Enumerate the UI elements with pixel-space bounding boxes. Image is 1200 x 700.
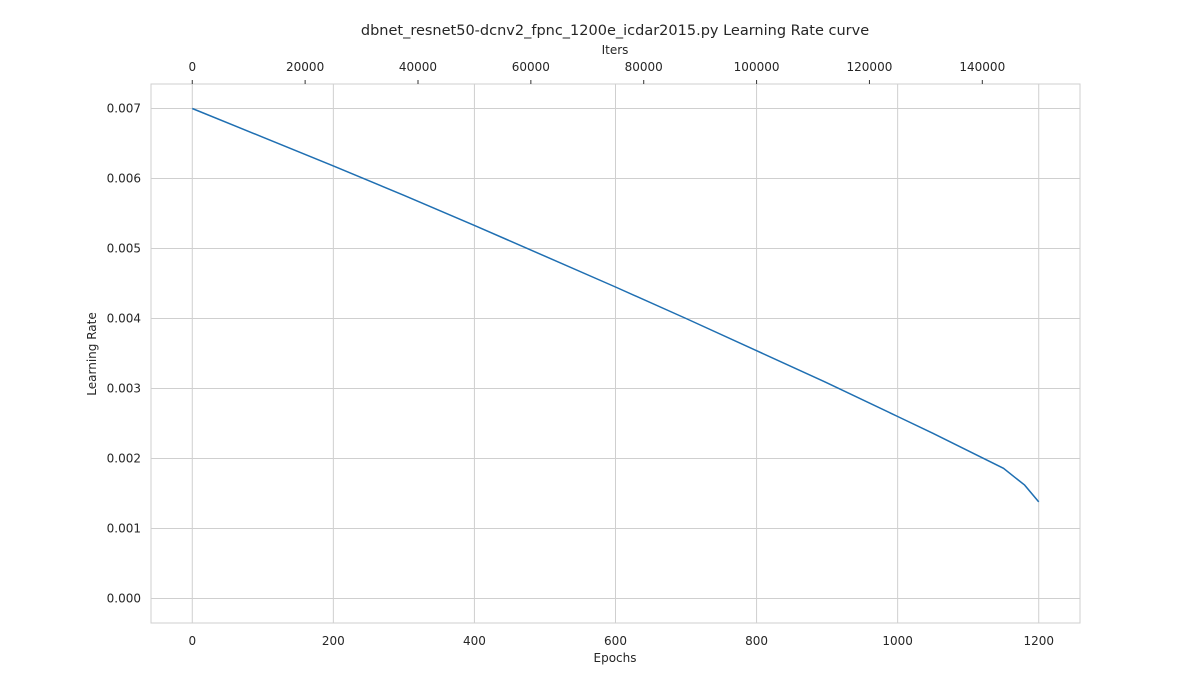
x-tick-label: 0 (188, 634, 196, 648)
x-tick-label: 600 (604, 634, 627, 648)
y-tick-label: 0.005 (107, 242, 141, 256)
chart-title: dbnet_resnet50-dcnv2_fpnc_1200e_icdar201… (361, 23, 869, 39)
axis-ticks: 0 200 400 600 800 1000 1200 0 20000 40000 60000 800… (107, 60, 1054, 648)
top-x-tick-label: 40000 (399, 60, 437, 74)
top-x-tick-label: 0 (188, 60, 196, 74)
x-tick-label: 200 (322, 634, 345, 648)
top-x-axis-label: Iters (602, 43, 629, 57)
lr-curve-line (191, 107, 1040, 503)
top-x-tick-label: 20000 (286, 60, 324, 74)
x-tick-label: 800 (745, 634, 768, 648)
top-x-tick-label: 60000 (512, 60, 550, 74)
grid-lines (151, 84, 1080, 623)
top-x-tick-label: 140000 (959, 60, 1005, 74)
x-axis-label: Epochs (594, 651, 637, 665)
y-tick-label: 0.007 (107, 102, 141, 116)
y-tick-label: 0.003 (107, 382, 141, 396)
y-tick-label: 0.004 (107, 312, 141, 326)
x-tick-label: 1000 (882, 634, 913, 648)
y-tick-label: 0.001 (107, 522, 141, 536)
plot-frame (150, 83, 1081, 624)
x-tick-label: 1200 (1023, 634, 1054, 648)
y-axis-label: Learning Rate (85, 312, 99, 395)
y-tick-label: 0.002 (107, 452, 141, 466)
top-x-tick-label: 120000 (847, 60, 893, 74)
y-tick-label: 0.006 (107, 172, 141, 186)
series-layer (191, 107, 1040, 503)
y-tick-label: 0.000 (107, 592, 141, 606)
x-tick-label: 400 (463, 634, 486, 648)
top-x-tick-label: 100000 (734, 60, 780, 74)
top-x-tick-label: 80000 (625, 60, 663, 74)
